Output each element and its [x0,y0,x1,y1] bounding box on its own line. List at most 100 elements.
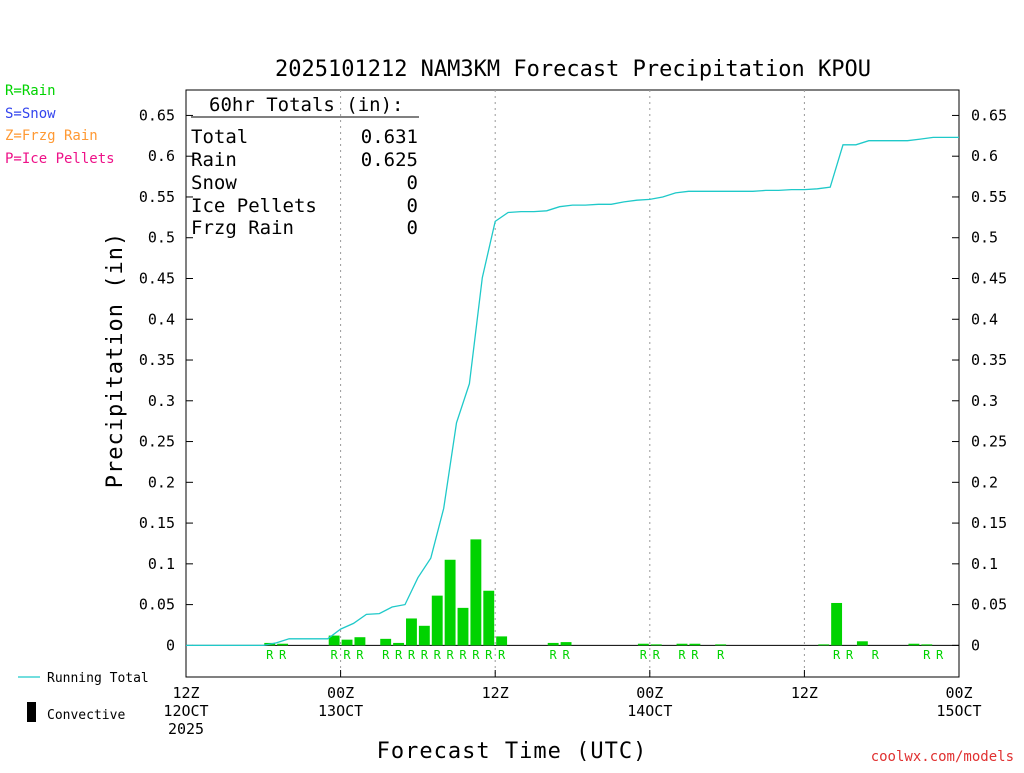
y-tick-label-left: 0.1 [148,555,175,573]
y-tick-label-left: 0.65 [139,106,175,124]
x-tick-label: 12Z [482,684,509,702]
ptype-letter: R [653,648,661,662]
y-tick-label-left: 0.25 [139,433,175,451]
site-credit: coolwx.com/models [871,749,1014,765]
y-tick-label-right: 0.65 [971,106,1007,124]
ptype-legend: R=Rain S=Snow Z=Frzg Rain P=Ice Pellets [5,83,115,167]
y-tick-label-right: 0.5 [971,229,998,247]
precip-bar [856,641,868,646]
x-tick-label: 12Z [791,684,818,702]
ptype-letter: R [395,648,403,662]
precip-bar [457,607,469,646]
precip-bar [470,539,482,646]
totals-label-rain: Rain [191,149,237,171]
x-tick-label: 2025 [168,720,204,738]
y-tick-label-left: 0.3 [148,392,175,410]
y-tick-label-right: 0.25 [971,433,1007,451]
ptype-letter: R [485,648,493,662]
y-tick-label-right: 0.6 [971,147,998,165]
x-tick-label: 13OCT [318,702,363,720]
ptype-letter: R [872,648,880,662]
ptype-letter: R [343,648,351,662]
ptype-letter: R [846,648,854,662]
legend-rain: R=Rain [5,83,56,99]
totals-value-total: 0.631 [361,126,418,148]
ptype-letter: R [936,648,944,662]
precip-bar [444,559,456,646]
y-tick-label-left: 0.35 [139,351,175,369]
x-tick-label: 00Z [945,684,972,702]
y-tick-label-right: 0.1 [971,555,998,573]
y-tick-label-left: 0.2 [148,473,175,491]
precip-bar [354,637,366,646]
ptype-letter: R [833,648,841,662]
ptype-letter: R [356,648,364,662]
y-tick-label-right: 0.4 [971,310,998,328]
hourly-precip-bars [264,539,933,646]
totals-label-snow: Snow [191,172,237,194]
ptype-letter: R [382,648,390,662]
ptype-letter: R [472,648,480,662]
y-tick-label-right: 0.15 [971,514,1007,532]
ptype-letter: R [434,648,442,662]
x-tick-label: 12Z [172,684,199,702]
ptype-letter: R [550,648,558,662]
precip-bar [418,625,430,646]
precip-bar [650,644,662,646]
y-axis-ticks: 0.65 0.65 0.6 0.6 0.55 0.55 0.5 0.5 0.45 0.45 0.4 0… [139,106,1007,654]
precip-bar [908,643,920,646]
ptype-letter: R [459,648,467,662]
precip-bar [818,644,830,646]
ptype-letter: R [640,648,648,662]
precip-bar [406,618,417,646]
totals-value-ice-pellets: 0 [407,195,418,217]
x-axis-label: Forecast Time (UTC) [377,739,648,764]
ptype-letter: R [923,648,931,662]
x-tick-label: 15OCT [936,702,981,720]
plot-frame [185,89,960,678]
y-tick-label-right: 0.55 [971,188,1007,206]
totals-value-frzg-rain: 0 [407,217,418,239]
totals-value-rain: 0.625 [361,149,418,171]
y-tick-label-left: 0.4 [148,310,175,328]
ptype-letter: R [408,648,416,662]
y-axis-label: Precipitation (in) [103,232,128,488]
legend-ice-pellets: P=Ice Pellets [5,151,115,167]
convective-key-label: Convective [47,708,125,723]
chart-key: Running Total Convective [18,671,149,723]
y-tick-label-left: 0.5 [148,229,175,247]
totals-label-frzg-rain: Frzg Rain [191,217,294,239]
totals-label-total: Total [191,126,248,148]
ptype-letter: R [678,648,686,662]
precip-bar [831,602,843,646]
precip-bar [328,635,340,646]
x-tick-label: 14OCT [627,702,672,720]
y-tick-label-right: 0.45 [971,269,1007,287]
ptype-letter: R [266,648,274,662]
ptype-letter: R [331,648,339,662]
precip-bar [496,636,508,646]
chart-title: 2025101212 NAM3KM Forecast Precipitation… [275,57,871,82]
y-tick-label-right: 0.05 [971,596,1007,614]
x-tick-label: 00Z [636,684,663,702]
precip-bar [431,595,443,646]
ptype-letter: R [421,648,429,662]
ptype-letter: R [498,648,506,662]
vertical-grid [340,90,805,677]
totals-box: 60hr Totals (in): Total 0.631 Rain 0.625… [191,94,419,239]
y-tick-label-left: 0.6 [148,147,175,165]
y-tick-label-left: 0 [166,636,175,654]
x-tick-label: 12OCT [163,702,208,720]
precip-bar [393,642,405,646]
y-tick-label-right: 0 [971,636,980,654]
legend-frzg-rain: Z=Frzg Rain [5,128,98,144]
y-tick-label-right: 0.3 [971,392,998,410]
y-tick-label-left: 0.05 [139,596,175,614]
totals-label-ice-pellets: Ice Pellets [191,195,317,217]
precip-bar [341,639,353,646]
precip-bar [277,643,289,646]
precip-bar [483,590,495,646]
